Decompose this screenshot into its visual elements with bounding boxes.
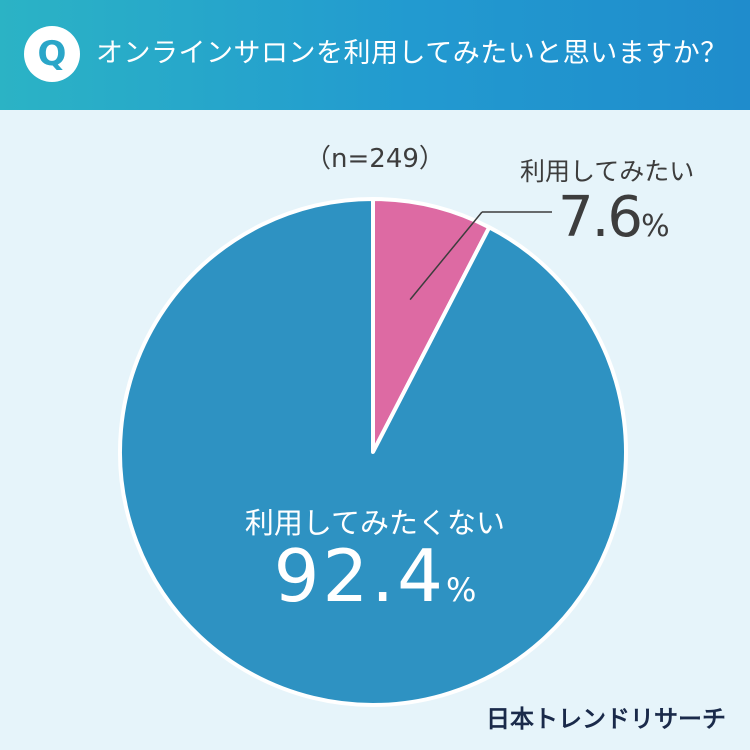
slice-value-yes-number: 7.6 (558, 185, 643, 250)
brand-logo-text: 日本トレンドリサーチ (486, 705, 726, 733)
slice-value-no-number: 92.4 (273, 534, 446, 618)
slice-value-yes-unit: % (641, 209, 670, 244)
slice-value-no: 92.4% (230, 540, 520, 612)
pie-slice-no (118, 197, 628, 707)
pie-slice-yes (371, 197, 492, 454)
question-header: Q オンラインサロンを利用してみたいと思いますか？ (0, 0, 750, 110)
slice-value-yes: 7.6% (558, 190, 670, 246)
slice-label-yes: 利用してみたい (520, 157, 695, 186)
q-badge: Q (24, 26, 80, 82)
sample-size: （n=249） (305, 144, 445, 174)
slice-label-no: 利用してみたくない (244, 506, 506, 540)
question-text: オンラインサロンを利用してみたいと思いますか？ (96, 38, 728, 69)
leader-line (409, 211, 483, 301)
slice-value-no-unit: % (445, 571, 477, 609)
